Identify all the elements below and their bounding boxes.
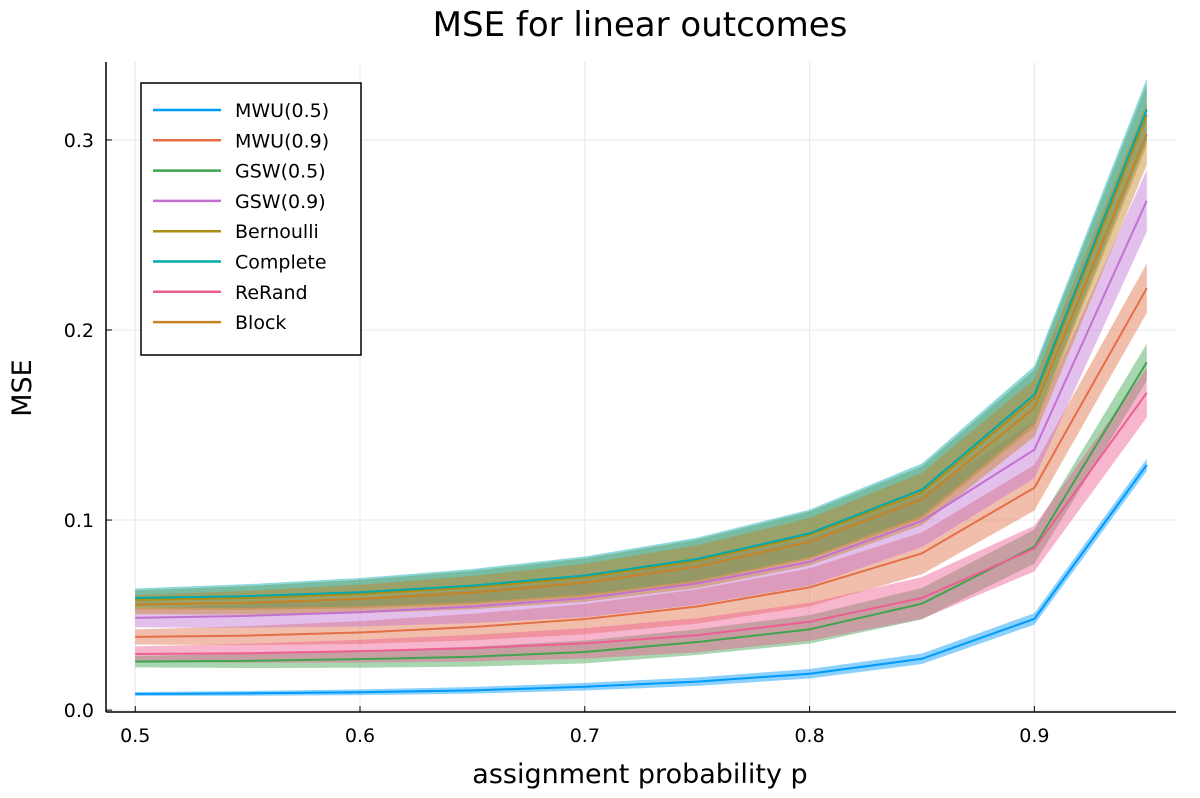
legend-label: GSW(0.9) [235,191,326,213]
band-complete [135,78,1147,608]
line-complete [135,109,1148,599]
y-axis-label: MSE [7,359,38,417]
legend-label: MWU(0.9) [235,130,329,152]
band-gsw-0-9 [135,169,1147,628]
chart-title: MSE for linear outcomes [433,5,848,45]
x-tick-label: 0.9 [1019,725,1049,747]
x-tick-label: 0.5 [120,725,150,747]
legend-label: Complete [235,252,327,274]
line-rerand [135,392,1148,656]
line-bernoulli [135,114,1148,601]
y-tick-label: 0.1 [64,510,94,532]
y-tick-label: 0.2 [64,320,94,342]
x-axis-label: assignment probability p [472,759,807,790]
legend-label: Block [235,312,286,334]
x-tick-label: 0.8 [794,725,824,747]
x-tick-label: 0.6 [345,725,375,747]
x-tick-label: 0.7 [570,725,600,747]
legend-label: ReRand [235,282,308,304]
legend-label: GSW(0.5) [235,161,326,183]
legend-label: MWU(0.5) [235,100,329,122]
line-mwu-0-5 [135,464,1148,695]
y-tick-label: 0.3 [64,130,94,152]
band-mwu-0-9 [135,263,1147,646]
band-block [135,103,1147,615]
legend: MWU(0.5) MWU(0.9) GSW(0.5) GSW(0.9) Bernoull… [140,82,362,356]
series-lines [135,109,1148,695]
band-bernoulli [135,84,1147,610]
line-mwu-0-9 [135,287,1148,638]
legend-label: Bernoulli [235,221,319,243]
band-rerand [135,367,1147,663]
confidence-bands [135,78,1147,696]
line-gsw-0-9 [135,200,1148,619]
line-block [135,133,1148,606]
line-gsw-0-5 [135,361,1148,663]
legend-box [140,82,362,356]
y-tick-label: 0.0 [64,700,94,722]
axes [105,62,1176,713]
tick-labels: 0.5 0.6 0.7 0.8 0.9 0.0 0.1 0.2 0.3 [64,130,1050,747]
